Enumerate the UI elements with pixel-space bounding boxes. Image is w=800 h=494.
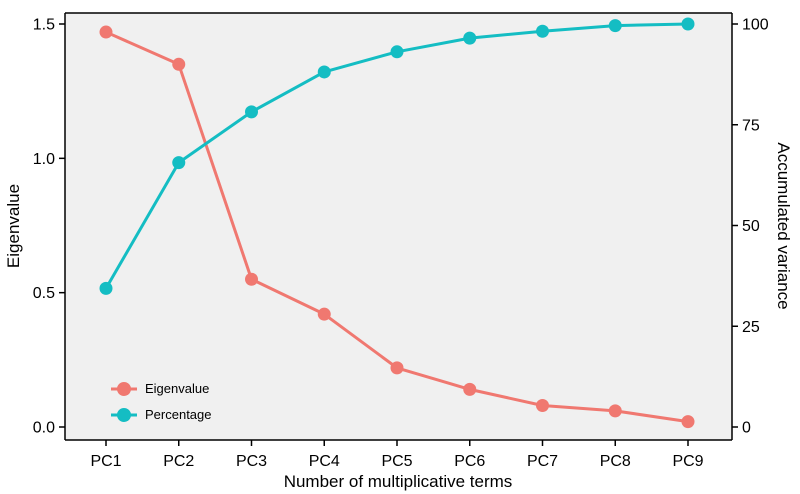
percentage-point <box>317 65 331 79</box>
eigenvalue-point <box>463 382 477 396</box>
y-right-tick-label: 100 <box>742 17 769 34</box>
percentage-point <box>390 45 404 59</box>
eigenvalue-point <box>681 415 695 429</box>
legend-eigenvalue-label: Eigenvalue <box>145 381 209 396</box>
y-left-tick-label: 1.0 <box>33 151 55 168</box>
percentage-point <box>681 17 695 31</box>
x-tick-label: PC9 <box>672 453 703 470</box>
y-right-tick-label: 75 <box>742 117 760 134</box>
y-axis-left-title: Eigenvalue <box>4 184 23 268</box>
x-tick-label: PC1 <box>90 453 121 470</box>
x-tick-label: PC8 <box>600 453 631 470</box>
y-right-tick-label: 50 <box>742 218 760 235</box>
percentage-point <box>172 156 186 170</box>
eigenvalue-point <box>245 272 258 286</box>
x-tick-label: PC2 <box>163 453 194 470</box>
eigenvalue-point <box>390 361 404 375</box>
x-tick-label: PC5 <box>381 453 412 470</box>
legend-percentage-marker <box>117 408 131 422</box>
x-axis-title: Number of multiplicative terms <box>284 472 513 491</box>
y-left-tick-label: 0.0 <box>33 420 55 437</box>
y-right-tick-label: 25 <box>742 319 760 336</box>
plot-panel <box>65 13 732 440</box>
y-axis-right-title: Accumulated variance <box>774 142 793 309</box>
eigenvalue-point <box>608 404 622 418</box>
x-tick-label: PC6 <box>454 453 485 470</box>
percentage-point <box>245 105 258 119</box>
percentage-point <box>608 19 622 33</box>
y-left-tick-label: 0.5 <box>33 285 55 302</box>
legend-eigenvalue-marker <box>117 382 131 396</box>
y-left-tick-label: 1.5 <box>33 17 55 34</box>
legend-percentage-label: Percentage <box>145 407 212 422</box>
eigenvalue-point <box>536 399 549 413</box>
x-tick-label: PC3 <box>236 453 267 470</box>
x-tick-label: PC4 <box>309 453 340 470</box>
percentage-point <box>463 31 477 45</box>
percentage-point <box>99 281 113 295</box>
x-tick-label: PC7 <box>527 453 558 470</box>
legend: Eigenvalue Percentage <box>111 381 212 422</box>
eigenvalue-point <box>172 57 186 71</box>
y-right-tick-label: 0 <box>742 420 751 437</box>
eigenvalue-point <box>317 307 331 321</box>
eigenvalue-point <box>99 25 113 39</box>
percentage-point <box>536 24 549 38</box>
